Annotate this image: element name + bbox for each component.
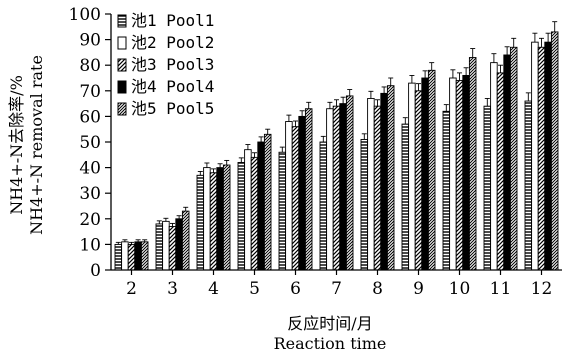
x-tick-label: 3 bbox=[167, 279, 178, 299]
bar bbox=[155, 223, 164, 271]
x-tick-label: 6 bbox=[290, 279, 301, 299]
bar bbox=[203, 167, 211, 271]
y-tick-label: 90 bbox=[79, 31, 101, 51]
x-tick-label: 8 bbox=[372, 279, 383, 299]
bar bbox=[421, 77, 429, 271]
bar bbox=[531, 41, 539, 271]
y-axis-title: NH4+-N去除率/% NH4+-N removal rate bbox=[7, 55, 46, 235]
bar bbox=[140, 241, 149, 271]
legend-swatch bbox=[117, 14, 127, 28]
bar bbox=[509, 46, 518, 271]
bar bbox=[250, 156, 259, 271]
y-tick-label: 20 bbox=[79, 210, 101, 230]
bar bbox=[544, 41, 552, 271]
x-tick-label: 7 bbox=[331, 279, 342, 299]
bar bbox=[181, 210, 190, 271]
bar bbox=[360, 138, 369, 271]
bar bbox=[175, 218, 183, 271]
bar bbox=[462, 74, 470, 271]
bar bbox=[496, 72, 505, 271]
bar bbox=[237, 162, 246, 271]
bar bbox=[263, 133, 272, 271]
y-tick-label: 50 bbox=[79, 133, 101, 153]
plot-area bbox=[114, 21, 559, 271]
x-tick-label: 12 bbox=[531, 279, 553, 299]
y-tick-label: 60 bbox=[79, 107, 101, 127]
bar bbox=[455, 80, 464, 271]
bar bbox=[345, 95, 354, 271]
x-tick-label: 9 bbox=[413, 279, 424, 299]
bar bbox=[537, 46, 546, 271]
legend-swatch bbox=[117, 58, 127, 72]
bar bbox=[298, 115, 306, 271]
y-tick-label: 80 bbox=[79, 56, 101, 76]
x-tick-label: 10 bbox=[449, 279, 471, 299]
bar bbox=[162, 220, 170, 271]
legend-label: 池1 Pool1 bbox=[131, 11, 214, 30]
y-tick-label: 0 bbox=[90, 261, 101, 281]
bar bbox=[503, 54, 511, 271]
legend-label: 池3 Pool3 bbox=[131, 55, 214, 74]
legend: 池1 Pool1 池2 Pool2 池3 Pool3 池4 Pool4 池5 Pool5 bbox=[117, 11, 214, 118]
legend-swatch bbox=[117, 36, 127, 50]
legend-label: 池4 Pool4 bbox=[131, 77, 214, 96]
bar bbox=[114, 243, 123, 271]
y-axis-title-line1: NH4+-N去除率/% bbox=[7, 75, 26, 215]
bar bbox=[216, 167, 224, 271]
bar bbox=[121, 241, 129, 271]
bar bbox=[304, 108, 313, 271]
bar bbox=[339, 103, 347, 271]
bar bbox=[408, 82, 416, 271]
legend-label: 池2 Pool2 bbox=[131, 33, 214, 52]
y-tick-label: 100 bbox=[69, 5, 101, 25]
bar bbox=[278, 151, 287, 271]
y-tick-label: 70 bbox=[79, 82, 101, 102]
bar bbox=[196, 174, 205, 271]
bar bbox=[427, 69, 436, 271]
y-tick-label: 40 bbox=[79, 159, 101, 179]
bar bbox=[168, 226, 177, 271]
bar bbox=[490, 62, 498, 271]
bar bbox=[285, 121, 293, 271]
bar bbox=[332, 105, 341, 271]
bar bbox=[414, 90, 423, 271]
bar bbox=[449, 77, 457, 271]
bar bbox=[468, 57, 477, 271]
bar bbox=[483, 105, 492, 271]
x-tick-label: 4 bbox=[208, 279, 219, 299]
legend-swatch bbox=[117, 80, 127, 94]
bar bbox=[367, 98, 375, 271]
x-tick-label: 5 bbox=[249, 279, 260, 299]
bar bbox=[222, 164, 231, 271]
bar bbox=[386, 85, 395, 271]
bar bbox=[127, 243, 136, 271]
x-tick-label: 11 bbox=[490, 279, 512, 299]
bar bbox=[244, 149, 252, 271]
x-axis-title-line2: Reaction time bbox=[274, 334, 387, 353]
bar bbox=[209, 172, 218, 271]
bar bbox=[401, 123, 410, 271]
x-axis: 2 3 4 5 6 7 8 9 10 11 12 bbox=[126, 270, 552, 299]
bar bbox=[326, 108, 334, 271]
legend-swatch bbox=[117, 102, 127, 116]
y-tick-label: 30 bbox=[79, 184, 101, 204]
y-axis: 0 10 20 30 40 50 60 70 80 90 100 bbox=[69, 5, 111, 281]
bar bbox=[524, 100, 533, 271]
bar bbox=[373, 105, 382, 271]
x-tick-label: 2 bbox=[126, 279, 137, 299]
y-axis-title-line2: NH4+-N removal rate bbox=[27, 55, 46, 235]
bar bbox=[442, 110, 451, 271]
legend-label: 池5 Pool5 bbox=[131, 99, 214, 118]
bar bbox=[380, 92, 388, 271]
bar bbox=[257, 141, 265, 271]
bar bbox=[319, 141, 328, 271]
y-tick-label: 10 bbox=[79, 235, 101, 255]
bar bbox=[134, 241, 142, 271]
bar bbox=[291, 126, 300, 271]
x-axis-title-line1: 反应时间/月 bbox=[287, 314, 372, 333]
bar bbox=[550, 31, 559, 271]
